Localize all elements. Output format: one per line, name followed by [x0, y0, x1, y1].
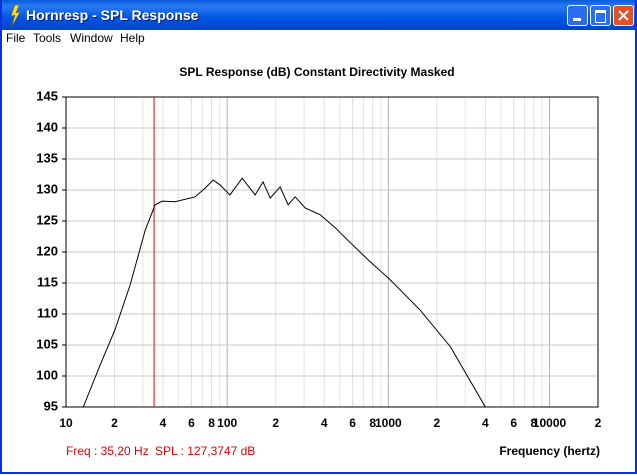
menu-item[interactable]: Window	[70, 31, 113, 45]
menu-item[interactable]: Tools	[33, 31, 62, 45]
menu-item[interactable]: Help	[120, 31, 145, 45]
close-button[interactable]	[613, 5, 634, 26]
title-bar: Hornresp - SPL Response	[2, 0, 635, 30]
window-title: Hornresp - SPL Response	[26, 7, 199, 23]
menu-bar: File Tools Window Help	[2, 30, 635, 48]
close-icon	[618, 10, 629, 21]
minimize-button[interactable]	[567, 5, 588, 26]
app-icon	[10, 4, 21, 27]
menu-item[interactable]: File	[6, 31, 26, 45]
maximize-button[interactable]	[590, 5, 611, 26]
